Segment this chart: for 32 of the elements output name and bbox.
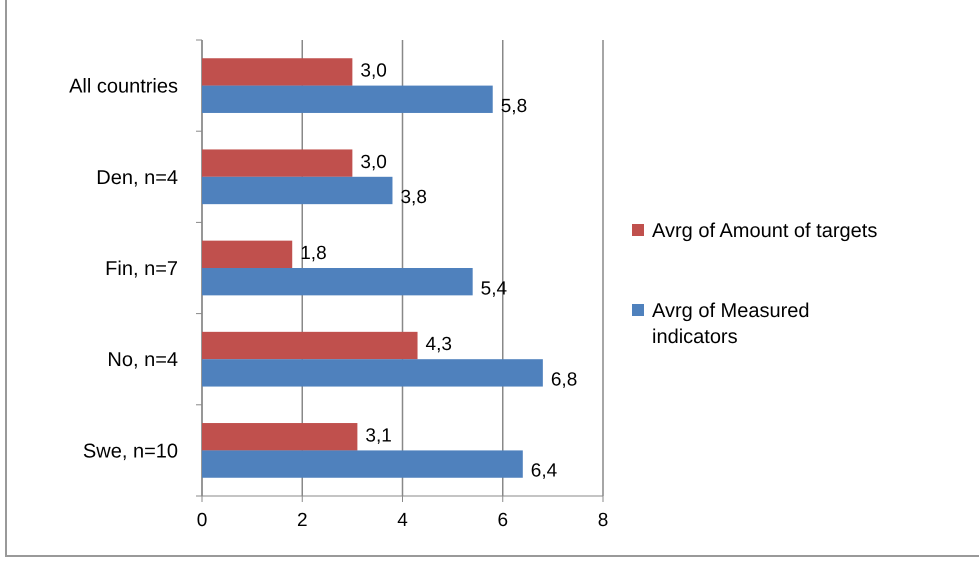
bar [202,86,493,113]
x-tick-label: 6 [497,510,508,531]
data-label: 1,8 [300,242,327,264]
x-tick-label: 4 [397,510,408,531]
y-tick-label: Fin, n=7 [105,258,178,280]
y-tick-label: No, n=4 [107,349,178,372]
data-label: 3,1 [365,425,392,446]
bar [202,58,352,86]
data-label: 5,8 [500,96,528,117]
bar [202,176,392,204]
data-label: 6,8 [550,370,578,391]
data-label: 4,3 [426,334,452,356]
x-tick-label: 8 [598,510,608,531]
bar [202,423,358,450]
x-tick-label: 0 [196,510,208,531]
bar [202,359,543,387]
bar [202,240,292,268]
y-tick-label: Den, n=4 [96,166,178,189]
bar [202,450,523,478]
bar [202,268,473,296]
y-tick-label: Swe, n=10 [82,440,178,462]
legend-label: Avrg of Measured indicators [652,300,810,348]
data-label: 3,8 [400,187,427,208]
data-label: 3,0 [360,60,387,82]
y-tick-label: All countries [69,76,178,98]
bar [202,332,418,360]
x-tick-label: 2 [296,510,308,531]
legend-label: Avrg of Amount of targets [652,220,878,242]
bar [202,149,352,177]
data-label: 6,4 [530,460,558,482]
data-label: 5,4 [480,278,508,300]
data-label: 3,0 [360,152,387,173]
